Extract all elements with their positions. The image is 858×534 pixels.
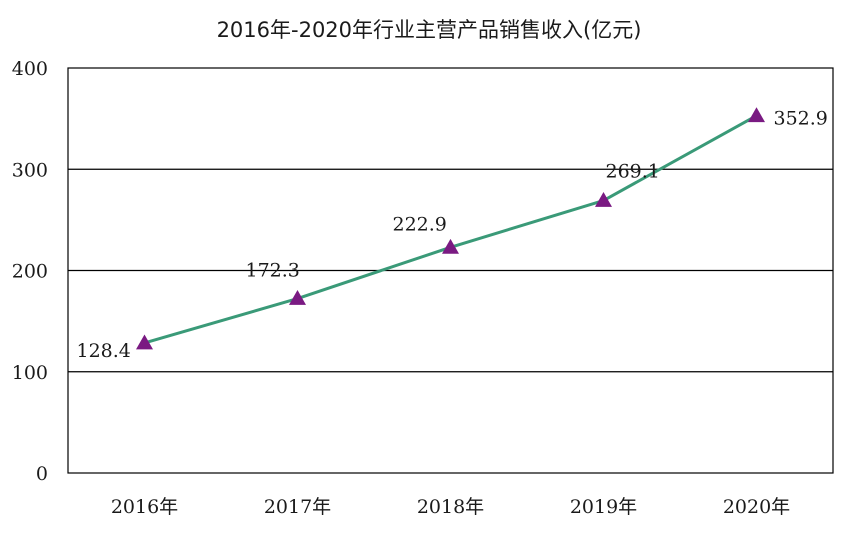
data-point-marker	[748, 107, 765, 123]
data-label: 222.9	[393, 213, 447, 235]
chart-title: 2016年-2020年行业主营产品销售收入(亿元)	[216, 18, 642, 42]
y-tick-label: 200	[12, 261, 48, 283]
x-tick-label: 2017年	[264, 496, 331, 518]
x-axis-ticks: 2016年 2017年 2018年 2019年 2020年	[111, 496, 790, 518]
y-tick-label: 0	[36, 463, 48, 485]
data-point-marker	[136, 334, 153, 350]
y-tick-label: 100	[12, 362, 48, 384]
x-tick-label: 2016年	[111, 496, 178, 518]
x-tick-label: 2019年	[570, 496, 637, 518]
y-axis-ticks: 0 100 200 300 400	[12, 58, 48, 485]
data-point-marker	[595, 192, 612, 207]
data-label: 172.3	[246, 260, 300, 282]
data-label: 128.4	[77, 340, 131, 362]
data-label: 352.9	[774, 108, 828, 130]
x-tick-label: 2020年	[723, 496, 790, 518]
data-point-marker	[289, 290, 306, 305]
data-point-marker	[442, 238, 459, 254]
data-labels: 128.4 172.3 222.9 269.1 352.9	[77, 108, 828, 362]
data-label: 269.1	[606, 161, 660, 183]
x-tick-label: 2018年	[417, 496, 484, 518]
y-tick-label: 300	[12, 159, 48, 181]
grid-lines	[68, 168, 833, 373]
series-group	[136, 107, 765, 350]
y-tick-label: 400	[12, 58, 48, 80]
